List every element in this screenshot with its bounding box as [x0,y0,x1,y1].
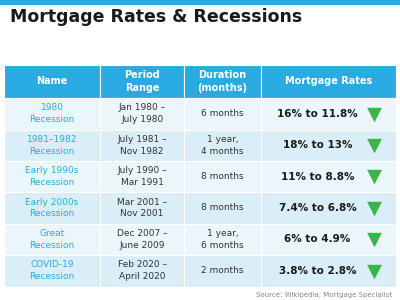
Bar [184,255,261,286]
Text: Early 1990s
Recession: Early 1990s Recession [25,166,79,187]
Bar [184,130,261,161]
Text: Feb 2020 –
April 2020: Feb 2020 – April 2020 [118,260,167,281]
Bar [4,161,100,192]
Bar [100,224,184,255]
Bar [100,98,184,130]
Text: Period
Range: Period Range [124,70,160,93]
Text: Source: Wikipedia, Mortgage Specialist: Source: Wikipedia, Mortgage Specialist [256,292,392,298]
Bar [184,98,261,130]
Text: 1 year,
6 months: 1 year, 6 months [201,229,244,250]
Text: 3.8% to 2.8%: 3.8% to 2.8% [279,266,356,276]
Text: ▼: ▼ [367,199,382,218]
Bar [4,224,100,255]
Bar [184,192,261,224]
Text: Great
Recession: Great Recession [29,229,75,250]
Text: 11% to 8.8%: 11% to 8.8% [281,172,354,182]
Text: Mar 2001 –
Nov 2001: Mar 2001 – Nov 2001 [117,198,167,218]
Bar [100,161,184,192]
Text: 8 months: 8 months [201,203,244,212]
Bar [261,130,396,161]
Text: ▼: ▼ [367,230,382,249]
Bar [184,224,261,255]
Bar [100,64,184,98]
Bar [261,98,396,130]
Bar [4,98,100,130]
Text: ▼: ▼ [367,136,382,155]
Bar [261,64,396,98]
Text: ▼: ▼ [367,167,382,186]
Bar [261,161,396,192]
Text: 1981–1982
Recession: 1981–1982 Recession [27,135,77,156]
Bar [100,192,184,224]
Text: 18% to 13%: 18% to 13% [283,140,352,150]
Text: 1 year,
4 months: 1 year, 4 months [201,135,244,156]
Text: ▼: ▼ [367,104,382,123]
Text: Dec 2007 –
June 2009: Dec 2007 – June 2009 [117,229,168,250]
Bar [261,192,396,224]
Bar [184,64,261,98]
Bar [184,161,261,192]
Text: Duration
(months): Duration (months) [198,70,248,93]
Text: Early 2000s
Recession: Early 2000s Recession [25,198,79,218]
Text: Jan 1980 –
July 1980: Jan 1980 – July 1980 [119,103,166,124]
Bar [4,192,100,224]
Text: 8 months: 8 months [201,172,244,181]
Text: Name: Name [36,76,68,86]
Text: Mortgage Rates & Recessions: Mortgage Rates & Recessions [10,8,302,26]
Bar [4,64,100,98]
Bar [261,255,396,286]
Text: 2 months: 2 months [201,266,244,275]
Text: 6 months: 6 months [201,109,244,118]
Text: July 1990 –
Mar 1991: July 1990 – Mar 1991 [117,166,167,187]
Bar [261,224,396,255]
Text: 6% to 4.9%: 6% to 4.9% [284,234,351,244]
Bar [100,255,184,286]
Text: ▼: ▼ [367,261,382,280]
Bar [4,255,100,286]
Text: COVID-19
Recession: COVID-19 Recession [29,260,75,281]
Text: 1980
Recession: 1980 Recession [29,103,75,124]
Text: 16% to 11.8%: 16% to 11.8% [277,109,358,119]
Bar [0,0,400,5]
Text: Mortgage Rates: Mortgage Rates [285,76,372,86]
Text: July 1981 –
Nov 1982: July 1981 – Nov 1982 [117,135,167,156]
Bar [100,130,184,161]
Bar [4,130,100,161]
Text: 7.4% to 6.8%: 7.4% to 6.8% [279,203,356,213]
